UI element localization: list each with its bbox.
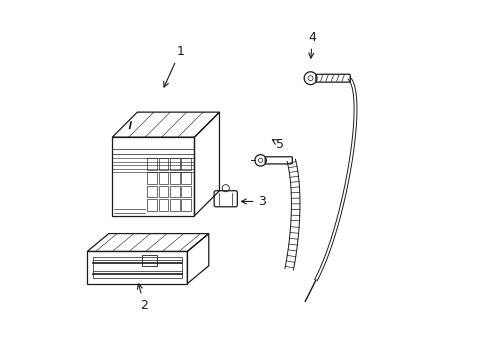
Text: 2: 2 xyxy=(137,284,148,311)
Text: 3: 3 xyxy=(241,195,266,208)
Text: 4: 4 xyxy=(308,31,316,58)
Text: 5: 5 xyxy=(272,138,284,151)
Text: 1: 1 xyxy=(163,45,184,87)
